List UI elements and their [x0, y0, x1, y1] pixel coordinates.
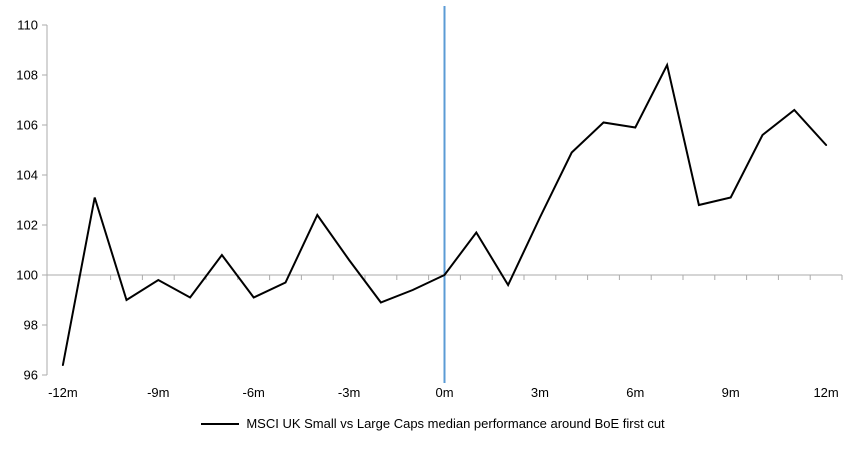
y-tick-label: 106 — [16, 118, 38, 133]
y-tick-label: 110 — [17, 18, 38, 33]
x-tick-label: 0m — [435, 385, 453, 400]
x-tick-label: 3m — [531, 385, 549, 400]
y-tick-label: 102 — [16, 218, 38, 233]
x-tick-label: -6m — [243, 385, 265, 400]
legend: MSCI UK Small vs Large Caps median perfo… — [0, 416, 852, 431]
x-tick-label: -9m — [147, 385, 169, 400]
y-tick-label: 108 — [16, 68, 38, 83]
legend-line-sample-icon — [201, 422, 240, 425]
x-tick-label: -12m — [48, 385, 78, 400]
y-tick-label: 98 — [24, 318, 38, 333]
legend-label: MSCI UK Small vs Large Caps median perfo… — [246, 416, 665, 431]
y-tick-label: 104 — [16, 168, 38, 183]
x-tick-label: 9m — [722, 385, 740, 400]
y-tick-label: 96 — [24, 368, 38, 383]
x-tick-label: 6m — [626, 385, 644, 400]
y-tick-label: 100 — [16, 268, 38, 283]
x-tick-label: 12m — [813, 385, 838, 400]
x-tick-label: -3m — [338, 385, 360, 400]
series-line — [61, 62, 828, 366]
